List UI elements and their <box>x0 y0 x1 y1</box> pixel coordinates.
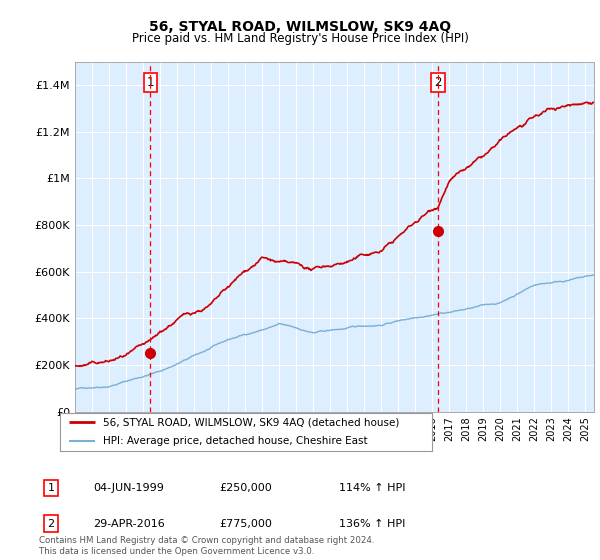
Text: 1: 1 <box>146 76 154 89</box>
Text: 2: 2 <box>434 76 442 89</box>
Text: 114% ↑ HPI: 114% ↑ HPI <box>339 483 406 493</box>
Text: 136% ↑ HPI: 136% ↑ HPI <box>339 519 406 529</box>
Text: 56, STYAL ROAD, WILMSLOW, SK9 4AQ: 56, STYAL ROAD, WILMSLOW, SK9 4AQ <box>149 20 451 34</box>
Text: Contains HM Land Registry data © Crown copyright and database right 2024.
This d: Contains HM Land Registry data © Crown c… <box>39 536 374 556</box>
Text: £775,000: £775,000 <box>219 519 272 529</box>
Text: HPI: Average price, detached house, Cheshire East: HPI: Average price, detached house, Ches… <box>103 436 367 446</box>
Text: Price paid vs. HM Land Registry's House Price Index (HPI): Price paid vs. HM Land Registry's House … <box>131 32 469 45</box>
Text: 04-JUN-1999: 04-JUN-1999 <box>93 483 164 493</box>
Text: £250,000: £250,000 <box>219 483 272 493</box>
Text: 2: 2 <box>47 519 55 529</box>
Text: 56, STYAL ROAD, WILMSLOW, SK9 4AQ (detached house): 56, STYAL ROAD, WILMSLOW, SK9 4AQ (detac… <box>103 417 399 427</box>
Text: 29-APR-2016: 29-APR-2016 <box>93 519 165 529</box>
Text: 1: 1 <box>47 483 55 493</box>
